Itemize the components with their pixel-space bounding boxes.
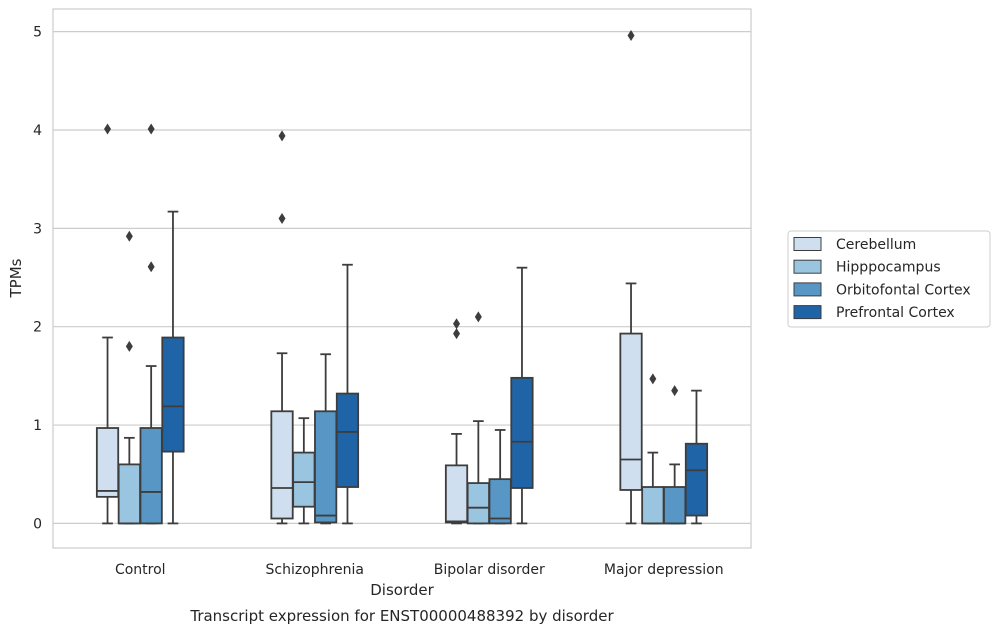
legend-item: Cerebellum <box>793 237 916 253</box>
legend-label: Prefrontal Cortex <box>836 305 955 321</box>
box-group <box>292 417 316 525</box>
box <box>641 486 665 525</box>
legend-swatch <box>793 305 822 320</box>
legend-item: Orbitofontal Cortex <box>793 282 971 298</box>
legend-label: Hipppocampus <box>836 260 941 276</box>
x-tick-label: Bipolar disorder <box>434 562 545 578</box>
outlier-marker <box>125 340 133 352</box>
box <box>466 482 490 525</box>
x-axis-ticks: Control Schizophrenia Bipolar disorder Majo… <box>115 562 724 578</box>
legend-swatch <box>793 259 822 274</box>
box-group <box>117 230 141 525</box>
legend-swatch <box>793 282 822 297</box>
outlier-marker <box>453 328 461 340</box>
series-orbitofontal-cortex <box>139 123 687 525</box>
legend-item: Prefrontal Cortex <box>793 305 955 321</box>
box <box>684 442 709 517</box>
outlier-marker <box>671 385 679 397</box>
y-tick-label: 5 <box>33 25 42 41</box>
legend-label: Orbitofontal Cortex <box>836 282 971 298</box>
box <box>139 427 163 525</box>
series-hipppocampus <box>117 230 665 525</box>
x-tick-label: Control <box>115 562 166 578</box>
series-prefrontal-cortex <box>161 210 709 525</box>
plot-area-frame <box>52 8 752 549</box>
box-group <box>466 311 490 525</box>
legend-label: Cerebellum <box>836 237 916 253</box>
box <box>95 427 120 498</box>
y-tick-label: 1 <box>33 418 42 434</box>
x-tick-label: Major depression <box>604 562 724 578</box>
box-group <box>619 30 643 525</box>
box <box>663 486 687 525</box>
box <box>314 410 338 524</box>
outlier-marker <box>649 373 657 385</box>
outlier-marker <box>125 230 133 242</box>
y-axis-ticks: 0 1 2 3 4 5 <box>33 25 42 533</box>
box <box>619 332 643 491</box>
legend-items: Cerebellum Hipppocampus Orbitofontal Corte… <box>793 237 971 321</box>
box-group <box>139 123 163 525</box>
outlier-marker <box>278 213 286 225</box>
chart-title: Transcript expression for ENST0000048839… <box>189 607 614 625</box>
box-group <box>488 429 512 525</box>
box-group <box>444 318 469 525</box>
box-group <box>314 353 338 525</box>
box-group <box>684 389 709 525</box>
box <box>117 463 141 525</box>
box-series <box>95 30 709 525</box>
box <box>510 376 534 489</box>
box-group <box>95 123 120 525</box>
outlier-marker <box>453 318 461 330</box>
box <box>270 410 294 520</box>
legend-item: Hipppocampus <box>793 259 941 276</box>
box-group <box>335 263 360 525</box>
y-tick-label: 2 <box>33 320 42 336</box>
outlier-marker <box>278 130 286 142</box>
outlier-marker <box>147 123 155 135</box>
legend-swatch <box>793 237 822 251</box>
outlier-marker <box>627 30 635 42</box>
box <box>335 392 360 488</box>
box <box>488 478 512 525</box>
box-group <box>161 210 185 525</box>
y-tick-label: 3 <box>33 221 42 237</box>
box-group <box>641 373 665 525</box>
legend-frame <box>787 230 991 328</box>
box <box>444 464 469 524</box>
box-group <box>663 385 687 525</box>
outlier-marker <box>474 311 482 323</box>
y-axis-label: TPMs <box>7 258 25 298</box>
box-group <box>510 266 534 525</box>
box <box>161 336 185 453</box>
x-axis-label: Disorder <box>370 581 434 599</box>
box <box>292 451 316 508</box>
x-tick-label: Schizophrenia <box>266 562 364 578</box>
legend: Cerebellum Hipppocampus Orbitofontal Corte… <box>787 230 991 328</box>
series-cerebellum <box>95 30 643 525</box>
y-tick-label: 4 <box>33 123 42 139</box>
y-tick-label: 0 <box>33 516 42 532</box>
outlier-marker <box>147 261 155 273</box>
outlier-marker <box>104 123 112 135</box>
